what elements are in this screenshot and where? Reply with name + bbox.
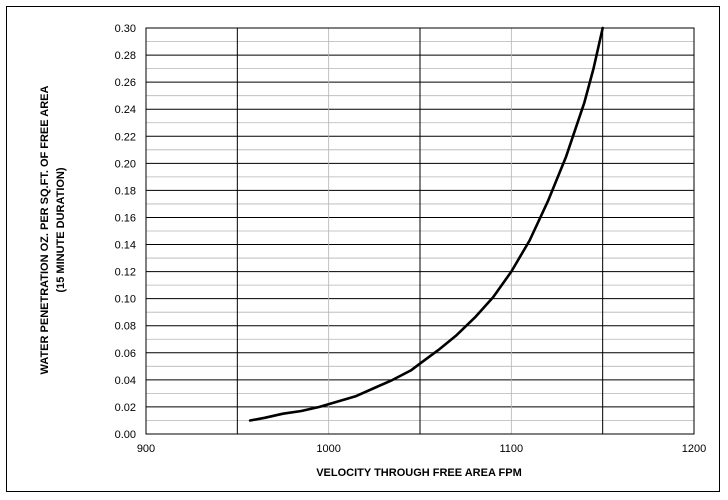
- y-tick-label: 0.08: [115, 321, 136, 333]
- x-tick-label: 1200: [682, 443, 706, 455]
- x-tick-label: 1100: [500, 443, 524, 455]
- y-tick-label: 0.26: [115, 77, 136, 89]
- series-layer: [248, 26, 605, 422]
- plot-border: [145, 27, 695, 435]
- y-tick-label: 0.28: [115, 50, 136, 62]
- y-axis-label-line-2: (15 MINUTE DURATION): [55, 167, 67, 292]
- y-tick-label: 0.30: [115, 23, 136, 35]
- y-tick-label: 0.04: [115, 375, 136, 387]
- y-tick-label: 0.06: [115, 348, 136, 360]
- water-penetration-line: [248, 26, 605, 422]
- y-tick-label: 0.10: [115, 294, 136, 306]
- label-layer: VELOCITY THROUGH FREE AREA FPM WATER PEN…: [39, 86, 522, 479]
- y-tick-label: 0.12: [115, 267, 136, 279]
- x-tick-label: 1000: [316, 443, 340, 455]
- y-tick-label: 0.16: [115, 212, 136, 224]
- axis-layer: 0.00 0.02 0.04 0.06 0.08 0.10 0.12 0.14 0.16 0.18…: [115, 23, 707, 455]
- y-axis-label-line-1: WATER PENETRATION OZ. PER SQ.FT. OF FREE…: [39, 86, 51, 375]
- grid-layer: [146, 27, 694, 435]
- x-tick-label: 900: [137, 443, 155, 455]
- y-tick-label: 0.24: [115, 104, 136, 116]
- y-tick-label: 0.00: [115, 429, 136, 441]
- y-tick-label: 0.18: [115, 185, 136, 197]
- y-tick-label: 0.22: [115, 131, 136, 143]
- y-tick-label: 0.02: [115, 402, 136, 414]
- y-tick-label: 0.20: [115, 158, 136, 170]
- x-axis-label: VELOCITY THROUGH FREE AREA FPM: [316, 467, 522, 479]
- y-tick-label: 0.14: [115, 240, 136, 252]
